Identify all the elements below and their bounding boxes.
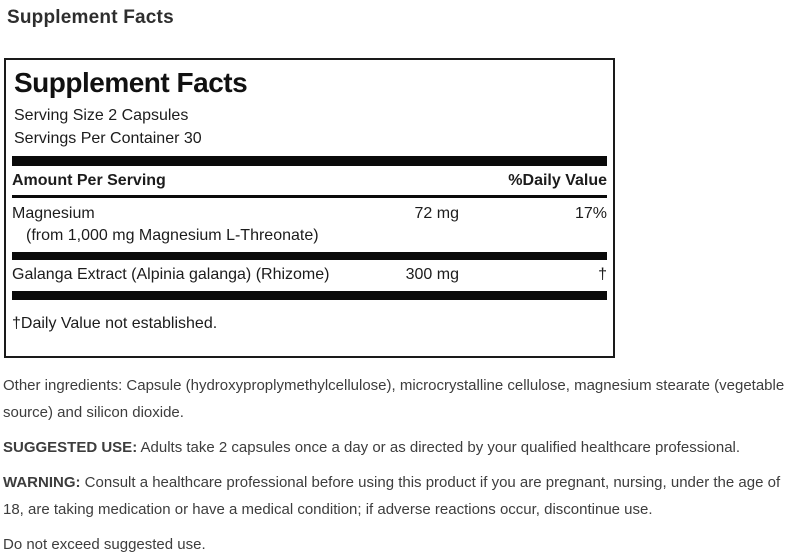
section-heading: Supplement Facts: [7, 7, 174, 28]
nutrient-amount: 300 mg: [405, 266, 459, 283]
table-header-row: Amount Per Serving %Daily Value: [12, 166, 607, 195]
nutrient-amount: 72 mg: [414, 205, 459, 222]
supplement-facts-panel: Supplement Facts Serving Size 2 Capsules…: [4, 58, 615, 358]
warning-paragraph: WARNING: Consult a healthcare profession…: [3, 469, 795, 523]
do-not-exceed-note: Do not exceed suggested use.: [3, 536, 206, 553]
separator-bar: [12, 252, 607, 260]
suggested-use-text: Adults take 2 capsules once a day or as …: [140, 439, 741, 456]
suggested-use-label: SUGGESTED USE:: [3, 439, 138, 456]
daily-value-footnote: †Daily Value not established.: [12, 315, 218, 332]
serving-size: Serving Size 2 Capsules: [14, 107, 189, 124]
nutrient-daily-value: 17%: [574, 205, 607, 222]
nutrient-source-note: (from 1,000 mg Magnesium L-Threonate): [26, 227, 319, 244]
suggested-use-paragraph: SUGGESTED USE: Adults take 2 capsules on…: [3, 434, 795, 461]
warning-text: Consult a healthcare professional before…: [3, 474, 781, 518]
separator-bar: [12, 156, 607, 166]
other-ingredients-paragraph: Other ingredients: Capsule (hydroxypropl…: [3, 372, 795, 426]
panel-title: Supplement Facts: [14, 67, 248, 98]
warning-label: WARNING:: [3, 474, 81, 491]
separator-bar: [12, 291, 607, 300]
nutrient-name: Magnesium: [12, 205, 95, 222]
nutrient-daily-value: †: [598, 266, 607, 283]
product-details: Other ingredients: Capsule (hydroxypropl…: [3, 372, 795, 556]
other-ingredients-label: Other ingredients:: [3, 377, 123, 394]
daily-value-header: %Daily Value: [508, 172, 607, 189]
table-row: Galanga Extract (Alpinia galanga) (Rhizo…: [12, 260, 607, 291]
header-rule: [12, 195, 607, 198]
servings-per-container: Servings Per Container 30: [14, 130, 202, 147]
amount-per-serving-header: Amount Per Serving: [12, 172, 166, 189]
nutrient-name: Galanga Extract (Alpinia galanga) (Rhizo…: [12, 266, 330, 283]
table-row: Magnesium 72 mg 17%: [12, 198, 607, 224]
other-ingredients-text: Capsule (hydroxyproplymethylcellulose), …: [3, 377, 785, 421]
